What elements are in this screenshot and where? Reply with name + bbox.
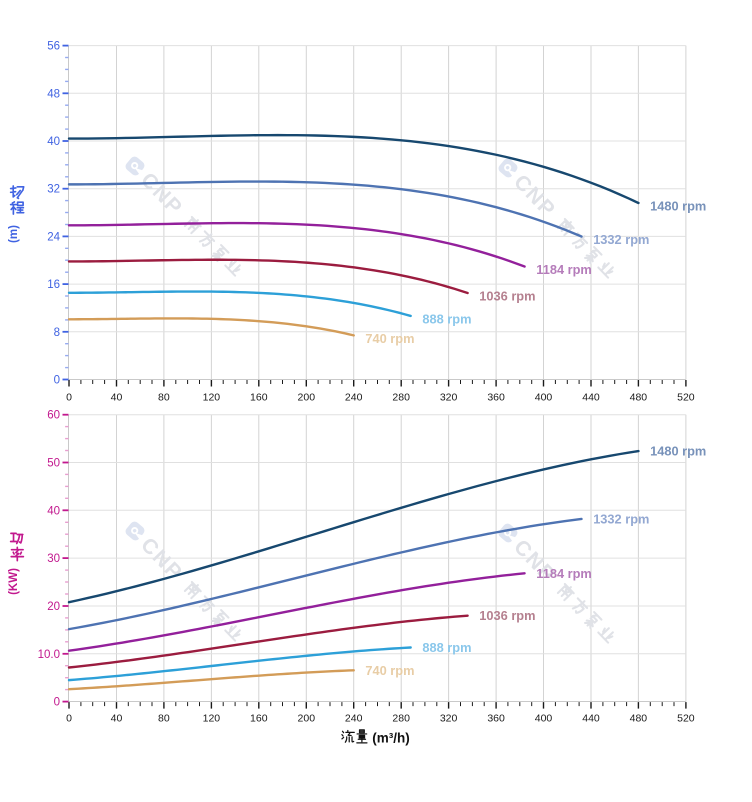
svg-text:360: 360 [487,712,505,724]
svg-text:40: 40 [47,505,60,517]
svg-text:1480 rpm: 1480 rpm [650,198,706,213]
svg-text:1332 rpm: 1332 rpm [593,512,649,527]
svg-text:480: 480 [630,391,648,403]
svg-text:240: 240 [345,712,363,724]
svg-text:200: 200 [298,712,316,724]
svg-text:120: 120 [203,391,221,403]
svg-text:60: 60 [47,410,60,422]
svg-text:80: 80 [158,712,170,724]
svg-text:40: 40 [47,136,60,148]
svg-text:1036 rpm: 1036 rpm [479,288,535,303]
svg-text:1184 rpm: 1184 rpm [536,262,592,277]
svg-text:(m): (m) [8,225,20,243]
svg-text:740 rpm: 740 rpm [365,663,414,678]
svg-text:440: 440 [582,391,600,403]
svg-text:40: 40 [111,712,123,724]
svg-text:240: 240 [345,391,363,403]
svg-text:888 rpm: 888 rpm [422,311,471,326]
svg-text:360: 360 [487,391,505,403]
svg-text:30: 30 [47,553,60,565]
svg-text:160: 160 [250,712,268,724]
svg-text:50: 50 [47,458,60,470]
svg-text:400: 400 [535,391,553,403]
svg-text:1184 rpm: 1184 rpm [536,566,592,581]
svg-text:20: 20 [47,601,60,613]
svg-text:888 rpm: 888 rpm [422,640,471,655]
svg-text:40: 40 [111,391,123,403]
svg-text:520: 520 [677,712,695,724]
svg-text:400: 400 [535,712,553,724]
svg-text:16: 16 [47,279,60,291]
svg-text:80: 80 [158,391,170,403]
svg-text:1036 rpm: 1036 rpm [479,608,535,623]
svg-text:520: 520 [677,391,695,403]
svg-text:280: 280 [392,712,410,724]
svg-text:120: 120 [203,712,221,724]
svg-text:0: 0 [54,375,60,387]
svg-text:24: 24 [47,231,60,243]
svg-text:(m³/h): (m³/h) [372,730,410,745]
svg-text:8: 8 [54,327,60,339]
svg-text:320: 320 [440,391,458,403]
svg-text:1332 rpm: 1332 rpm [593,232,649,247]
svg-text:160: 160 [250,391,268,403]
svg-text:0: 0 [66,712,72,724]
svg-text:32: 32 [47,184,60,196]
svg-text:480: 480 [630,712,648,724]
svg-text:200: 200 [298,391,316,403]
svg-text:320: 320 [440,712,458,724]
svg-text:440: 440 [582,712,600,724]
svg-text:10.0: 10.0 [38,649,60,661]
svg-text:48: 48 [47,88,60,100]
svg-text:0: 0 [54,697,60,709]
svg-text:740 rpm: 740 rpm [365,331,414,346]
svg-text:1480 rpm: 1480 rpm [650,444,706,459]
svg-text:0: 0 [66,391,72,403]
svg-text:56: 56 [47,41,60,53]
svg-text:(KW): (KW) [8,568,20,595]
svg-text:280: 280 [392,391,410,403]
